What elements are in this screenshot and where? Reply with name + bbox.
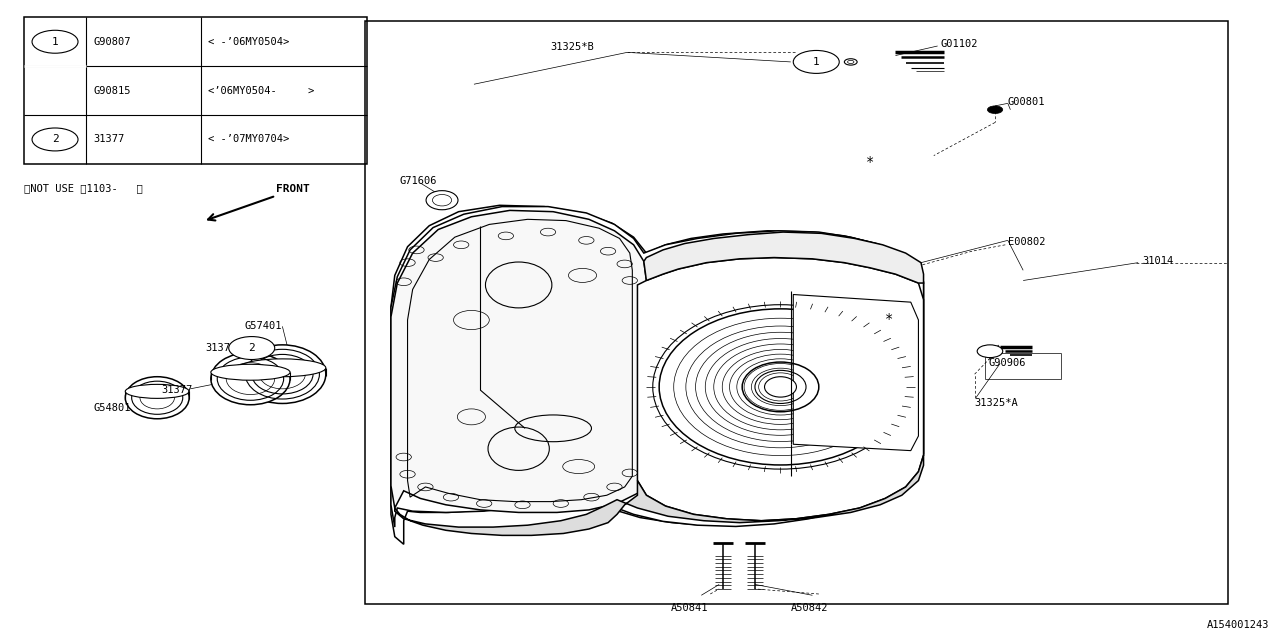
Text: *: * bbox=[884, 312, 893, 326]
Ellipse shape bbox=[426, 191, 458, 210]
Text: 2: 2 bbox=[51, 134, 59, 145]
Text: G00801: G00801 bbox=[1007, 97, 1046, 107]
Text: 1: 1 bbox=[51, 36, 59, 47]
Text: G90815: G90815 bbox=[93, 86, 131, 95]
Polygon shape bbox=[637, 257, 924, 521]
Text: 2: 2 bbox=[248, 343, 255, 353]
Text: 31377: 31377 bbox=[161, 385, 192, 395]
Text: A50842: A50842 bbox=[791, 603, 828, 613]
Text: 31325*A: 31325*A bbox=[974, 398, 1019, 408]
Polygon shape bbox=[794, 294, 919, 451]
Ellipse shape bbox=[239, 359, 326, 377]
Text: < -’07MY0704>: < -’07MY0704> bbox=[209, 134, 289, 145]
Text: G90906: G90906 bbox=[988, 358, 1027, 369]
Ellipse shape bbox=[211, 364, 291, 380]
Ellipse shape bbox=[239, 345, 326, 403]
Text: < -’06MY0504>: < -’06MY0504> bbox=[209, 36, 289, 47]
Text: G90807: G90807 bbox=[93, 36, 131, 47]
Text: G57401: G57401 bbox=[244, 321, 282, 332]
Text: G71606: G71606 bbox=[399, 176, 438, 186]
Polygon shape bbox=[390, 211, 646, 513]
Circle shape bbox=[977, 345, 1002, 358]
Circle shape bbox=[229, 337, 275, 360]
Text: FRONT: FRONT bbox=[276, 184, 310, 195]
Text: E00802: E00802 bbox=[1007, 237, 1046, 247]
Ellipse shape bbox=[211, 353, 291, 404]
Text: ※NOT USE ＜1103-   ＞: ※NOT USE ＜1103- ＞ bbox=[24, 183, 143, 193]
Text: G01102: G01102 bbox=[940, 39, 978, 49]
Bar bbox=[365, 20, 1228, 604]
Ellipse shape bbox=[125, 385, 189, 398]
Polygon shape bbox=[394, 455, 924, 536]
Text: 31377: 31377 bbox=[206, 343, 237, 353]
Text: 31377: 31377 bbox=[93, 134, 124, 145]
Text: 1: 1 bbox=[813, 57, 819, 67]
Text: *: * bbox=[865, 155, 874, 169]
Circle shape bbox=[987, 106, 1002, 113]
Circle shape bbox=[794, 51, 840, 74]
Text: 31325*B: 31325*B bbox=[550, 42, 594, 52]
Text: <’06MY0504-     >: <’06MY0504- > bbox=[209, 86, 315, 95]
Text: G54801: G54801 bbox=[93, 403, 131, 413]
Polygon shape bbox=[644, 232, 924, 283]
Ellipse shape bbox=[764, 377, 796, 397]
Bar bbox=[24, 17, 366, 164]
Text: A50841: A50841 bbox=[671, 603, 708, 613]
Text: 31014: 31014 bbox=[1142, 257, 1174, 266]
Polygon shape bbox=[390, 205, 924, 544]
Polygon shape bbox=[390, 207, 924, 527]
Text: A154001243: A154001243 bbox=[1207, 620, 1270, 630]
Ellipse shape bbox=[125, 377, 189, 419]
